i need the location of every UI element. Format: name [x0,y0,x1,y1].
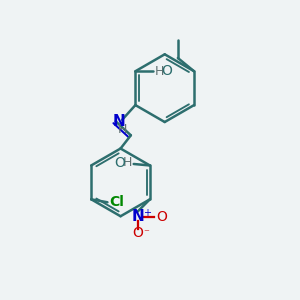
Text: O: O [115,155,125,170]
Text: O: O [132,226,143,240]
Text: +: + [143,208,152,218]
Text: N: N [131,209,144,224]
Text: ⁻: ⁻ [143,228,149,238]
Text: Cl: Cl [109,195,124,209]
Text: N: N [113,114,126,129]
Text: O: O [156,210,167,224]
Text: H: H [123,156,132,169]
Text: O: O [161,64,172,78]
Text: H: H [154,65,164,78]
Text: H: H [117,123,127,136]
